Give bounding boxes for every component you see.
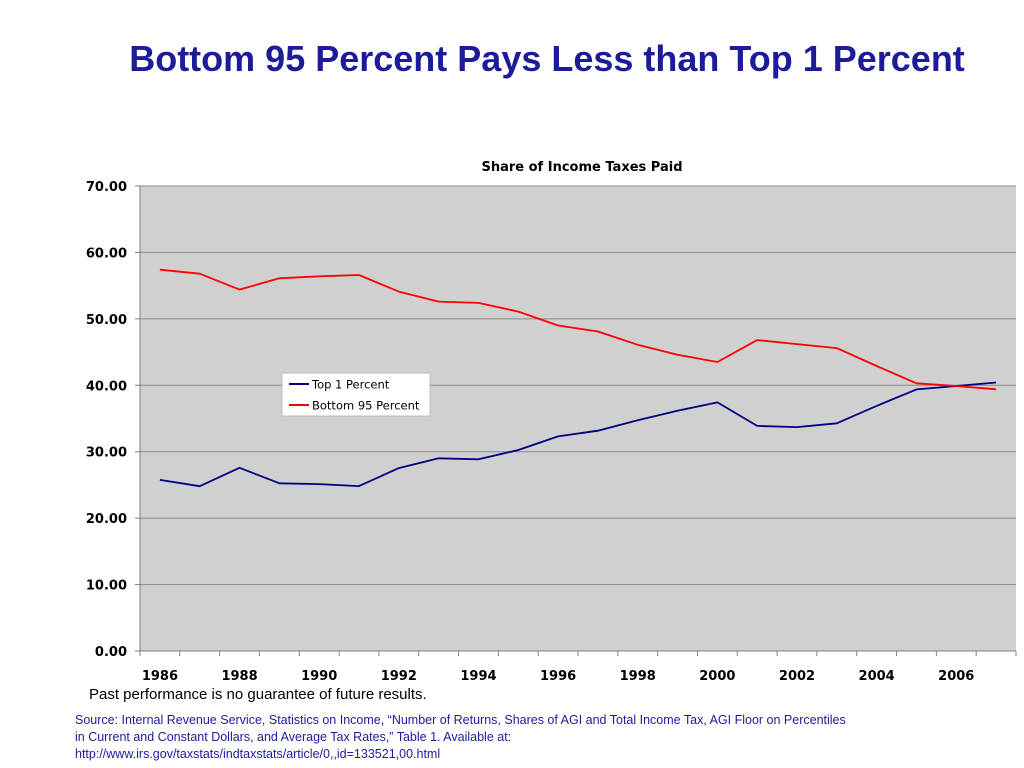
plot-area <box>140 186 1016 651</box>
source-line: in Current and Constant Dollars, and Ave… <box>75 730 512 744</box>
x-tick-label: 1988 <box>221 669 257 684</box>
series-line-top-1-percent <box>159 381 997 488</box>
source-line: Source: Internal Revenue Service, Statis… <box>75 713 846 727</box>
line-chart: Share of Income Taxes Paid 0.00 10.00 20.0… <box>86 160 1017 684</box>
source-line: http://www.irs.gov/taxstats/indtaxstats/… <box>75 747 441 761</box>
x-tick-label: 2006 <box>938 669 974 684</box>
y-tick-label: 20.00 <box>86 512 127 527</box>
slide-title: Bottom 95 Percent Pays Less than Top 1 P… <box>129 38 965 79</box>
disclaimer-text: Past performance is no guarantee of futu… <box>89 686 427 703</box>
chart-legend: Top 1 Percent Bottom 95 Percent <box>281 372 431 417</box>
legend-label-top-1-percent: Top 1 Percent <box>311 378 390 392</box>
y-tick-label: 30.00 <box>86 446 127 461</box>
chart-title: Share of Income Taxes Paid <box>481 160 682 175</box>
x-tick-label: 1992 <box>381 669 417 684</box>
axes: 0.00 10.00 20.00 30.00 40.00 50.00 60.00 70.00 1… <box>86 180 1017 684</box>
y-tick-label: 70.00 <box>86 180 127 195</box>
legend-box <box>281 372 431 417</box>
series-line-bottom-95-percent <box>159 268 997 391</box>
y-tick-label: 60.00 <box>86 246 127 261</box>
y-tick-label: 50.00 <box>86 313 127 328</box>
x-tick-label: 1994 <box>460 669 496 684</box>
y-tick-label: 10.00 <box>86 579 127 594</box>
legend-label-bottom-95-percent: Bottom 95 Percent <box>312 399 420 413</box>
x-tick-label: 2002 <box>779 669 815 684</box>
x-tick-label: 1996 <box>540 669 576 684</box>
x-tick-label: 1998 <box>620 669 656 684</box>
x-tick-label: 1990 <box>301 669 337 684</box>
y-tick-label: 0.00 <box>95 645 127 660</box>
y-tick-label: 40.00 <box>86 379 127 394</box>
x-tick-label: 2004 <box>859 669 895 684</box>
source-note: Source: Internal Revenue Service, Statis… <box>75 712 975 763</box>
x-tick-label: 1986 <box>142 669 178 684</box>
series-lines <box>159 268 997 488</box>
x-tick-label: 2000 <box>699 669 735 684</box>
